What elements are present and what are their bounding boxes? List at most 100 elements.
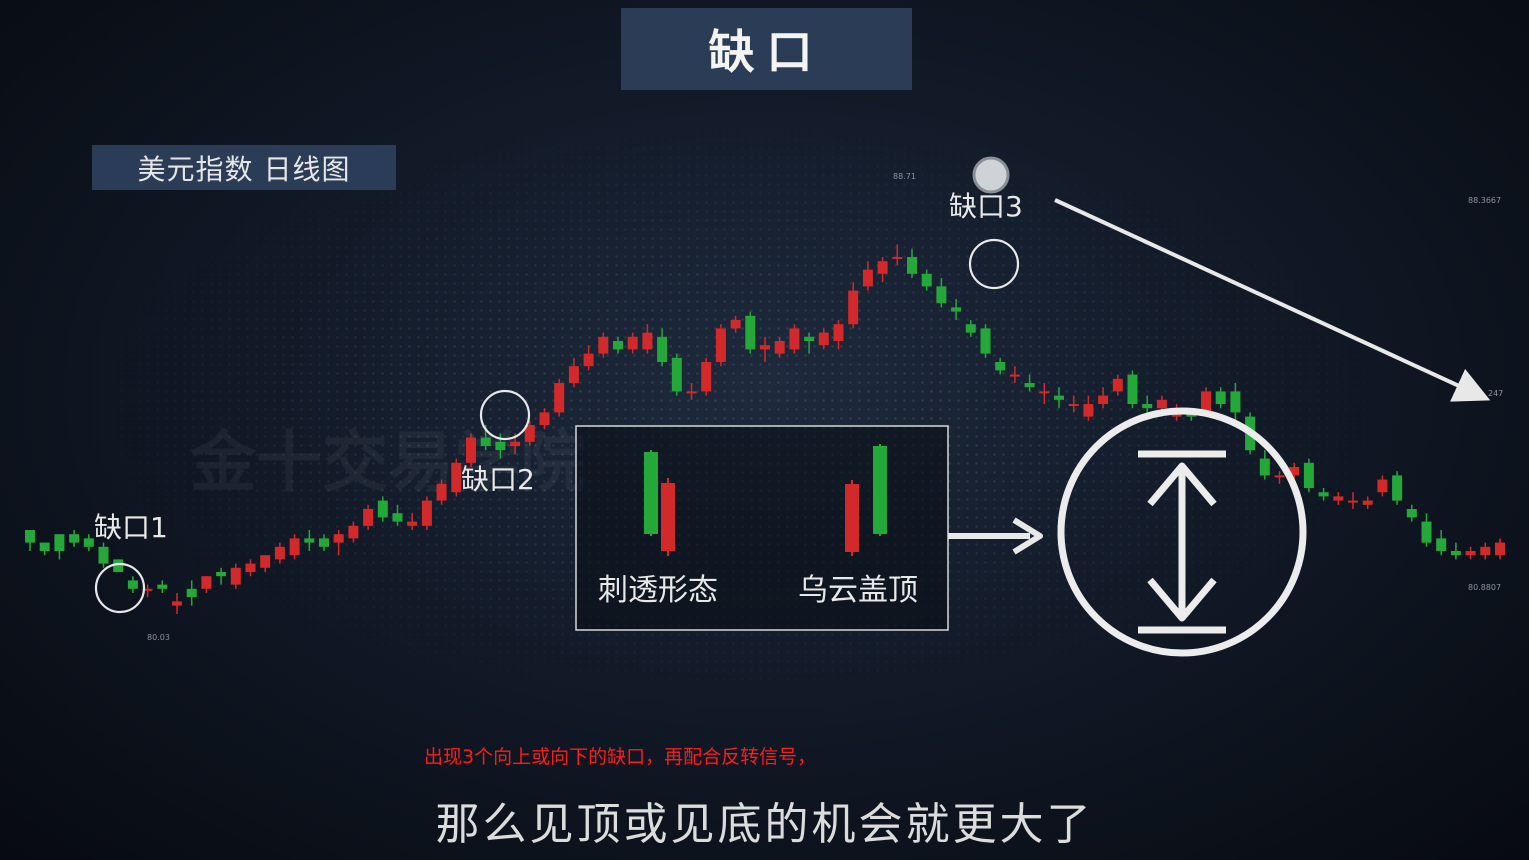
candle-body [1083, 404, 1094, 417]
candle-body [333, 534, 344, 543]
candle-body [642, 332, 653, 350]
candle [1112, 374, 1123, 396]
candle [730, 315, 741, 333]
candle [1039, 383, 1050, 404]
candle-body [1054, 395, 1064, 400]
candle-body [701, 362, 712, 392]
candle-body [69, 534, 80, 543]
candle [333, 530, 344, 556]
trend-arrow [1054, 198, 1491, 402]
page-title: 缺口 [621, 8, 912, 90]
candle [907, 248, 917, 278]
candle-body [804, 336, 815, 341]
candle-body [466, 437, 476, 463]
candle-body [627, 336, 638, 350]
candle [172, 593, 182, 614]
candle [686, 383, 697, 400]
price-mark: 88.71 [893, 172, 916, 181]
candle-body [304, 538, 315, 543]
candle-body [745, 315, 756, 350]
gap-1-label: 缺口1 [94, 511, 168, 544]
candle-body [1436, 538, 1447, 551]
candle [466, 433, 476, 467]
price-mark: 80.8807 [1468, 583, 1501, 592]
candle [936, 278, 947, 308]
candle [965, 320, 976, 337]
candle [1480, 542, 1491, 560]
candle [980, 324, 991, 358]
candle-body [1009, 374, 1020, 377]
gap-2-circle [479, 389, 531, 441]
candle-body [1024, 383, 1035, 388]
candle [260, 555, 271, 572]
candle [1362, 496, 1373, 509]
candle-body [1392, 475, 1403, 501]
candle [245, 559, 256, 577]
candle [539, 408, 550, 430]
candle [201, 576, 212, 593]
candle [83, 534, 94, 551]
watermark-text: 金十交易学院 [189, 424, 586, 501]
candle [774, 336, 785, 358]
candle-body [1406, 509, 1417, 518]
candle [554, 378, 565, 417]
candle-body [1450, 551, 1461, 556]
candle [642, 324, 653, 354]
candle-body [877, 261, 888, 274]
candle [1009, 366, 1020, 383]
candle [1377, 475, 1388, 497]
candle-body [245, 563, 256, 572]
candle [524, 420, 535, 446]
candle [1348, 492, 1358, 509]
candle [598, 332, 609, 358]
gap-1-circle [94, 562, 146, 614]
candle-body [127, 580, 138, 589]
candle-body [1127, 374, 1138, 404]
candle-body [1348, 500, 1358, 503]
candle [1259, 450, 1270, 480]
candle-body [1303, 462, 1314, 488]
candle-body [83, 538, 94, 547]
candle-body [936, 286, 947, 304]
candle-body [686, 391, 697, 394]
candle [363, 504, 374, 530]
candle-body [789, 328, 800, 350]
candle-body [201, 576, 212, 589]
candle [818, 328, 829, 350]
candle [1303, 458, 1314, 493]
candle [436, 479, 447, 505]
candle-body [1259, 458, 1270, 476]
gap-3-label: 缺口3 [949, 190, 1023, 223]
candle-body [260, 555, 271, 568]
dark-cloud-cover-candles [845, 444, 887, 556]
candle-body [495, 441, 506, 451]
candle [1436, 530, 1447, 556]
candle [1333, 492, 1344, 505]
candle [1054, 387, 1064, 409]
candle [69, 530, 80, 547]
candle-body [157, 584, 168, 589]
candle-body [818, 332, 829, 346]
candle-body [568, 366, 579, 383]
candle-body [730, 320, 741, 329]
candle [627, 332, 638, 354]
candle-body [1318, 492, 1329, 497]
candle [1127, 370, 1138, 409]
gap-2-label: 缺口2 [461, 463, 535, 496]
candle [1495, 538, 1505, 560]
candle [142, 584, 153, 598]
candle-body [1480, 546, 1491, 556]
candle [1465, 546, 1476, 560]
candle-body [1333, 496, 1344, 501]
candle [39, 542, 50, 556]
candle [1392, 471, 1403, 505]
subtitle-caption-red: 出现3个向上或向下的缺口，再配合反转信号， [424, 746, 817, 768]
candle [1421, 513, 1432, 547]
candle [715, 324, 726, 367]
candle [833, 320, 844, 350]
candle [848, 282, 859, 329]
right-arrow-icon [948, 517, 1043, 555]
candle [421, 496, 432, 530]
candle [377, 496, 388, 522]
